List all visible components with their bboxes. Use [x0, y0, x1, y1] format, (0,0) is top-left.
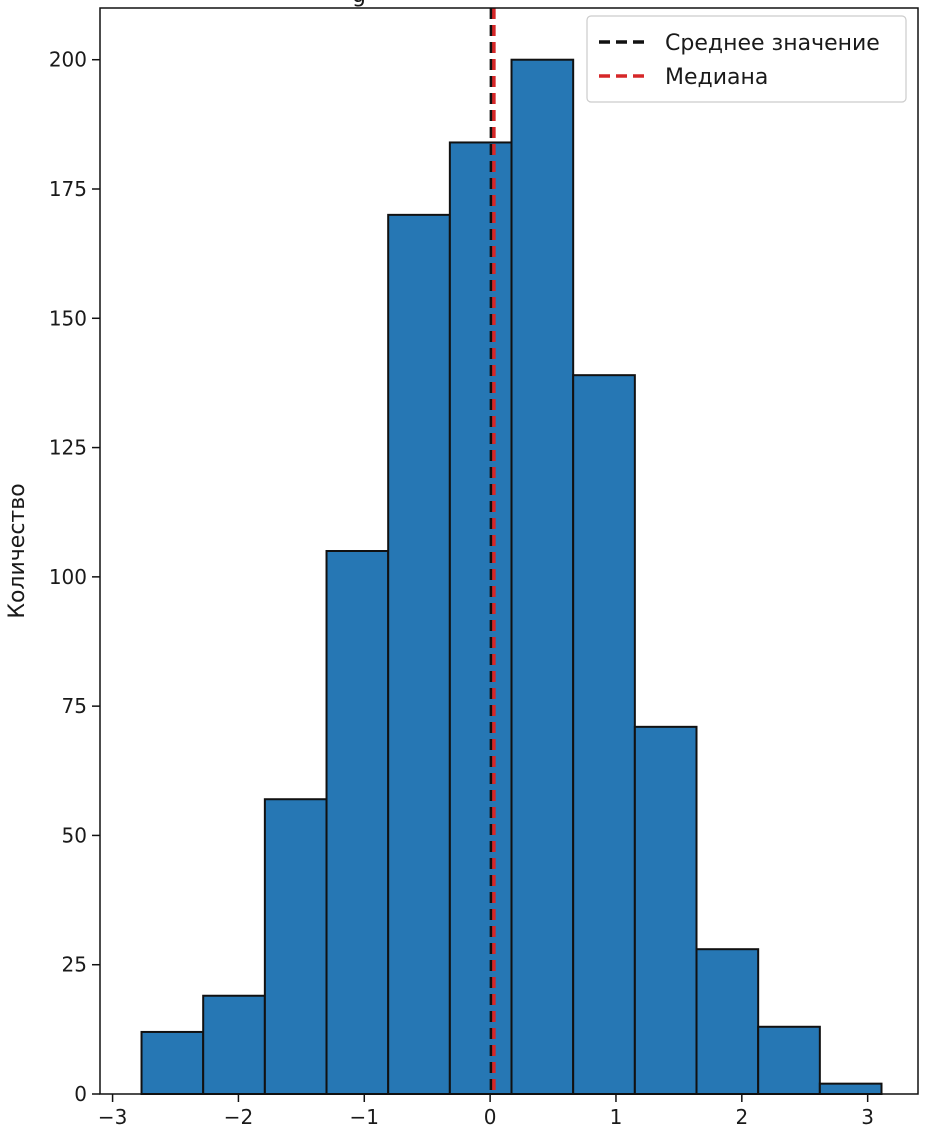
y-tick-label: 150: [49, 306, 87, 330]
histogram-bar: [695, 948, 760, 1096]
histogram-bar: [202, 994, 266, 1095]
histogram-bars: [140, 58, 883, 1096]
y-tick-label: 100: [49, 565, 87, 589]
y-tick-label: 50: [62, 823, 87, 847]
y-tick-label: 75: [62, 694, 87, 718]
histogram-bar: [387, 213, 451, 1096]
legend-label: Среднее значение: [665, 31, 880, 56]
histogram-bar: [572, 374, 636, 1095]
x-tick-label: 0: [484, 1105, 497, 1129]
histogram-bar: [510, 58, 575, 1096]
x-tick-label: −1: [350, 1105, 379, 1129]
y-tick-label: 25: [62, 953, 87, 977]
histogram-bar: [818, 1082, 883, 1095]
y-tick-label: 175: [49, 177, 87, 201]
legend-box: [586, 15, 907, 103]
x-tick-label: 2: [735, 1105, 748, 1129]
y-tick-label: 200: [49, 48, 87, 72]
x-tick-label: 1: [610, 1105, 623, 1129]
chart-title-fragment: g: [352, 0, 366, 8]
y-tick-label: 125: [49, 436, 87, 460]
x-tick-label: −3: [98, 1105, 127, 1129]
histogram-bar: [325, 550, 390, 1095]
histogram-bar: [633, 725, 698, 1095]
histogram-bar: [757, 1025, 821, 1096]
reference-lines: [489, 8, 496, 1094]
legend-label: Медиана: [665, 65, 768, 90]
histogram-bar: [448, 141, 513, 1095]
axes: 0 25 50 75 100 125 150 175 200 −3 −2 −1 0 1 2 3: [49, 7, 919, 1129]
histogram-bar: [263, 798, 328, 1095]
x-tick-label: −2: [224, 1105, 253, 1129]
histogram-bar: [140, 1030, 205, 1096]
x-tick-label: 3: [861, 1105, 874, 1129]
y-tick-label: 0: [74, 1082, 87, 1106]
plot-frame: [99, 7, 919, 1095]
y-axis-label: Количество: [5, 483, 30, 618]
legend: Среднее значение Медиана: [586, 15, 907, 103]
